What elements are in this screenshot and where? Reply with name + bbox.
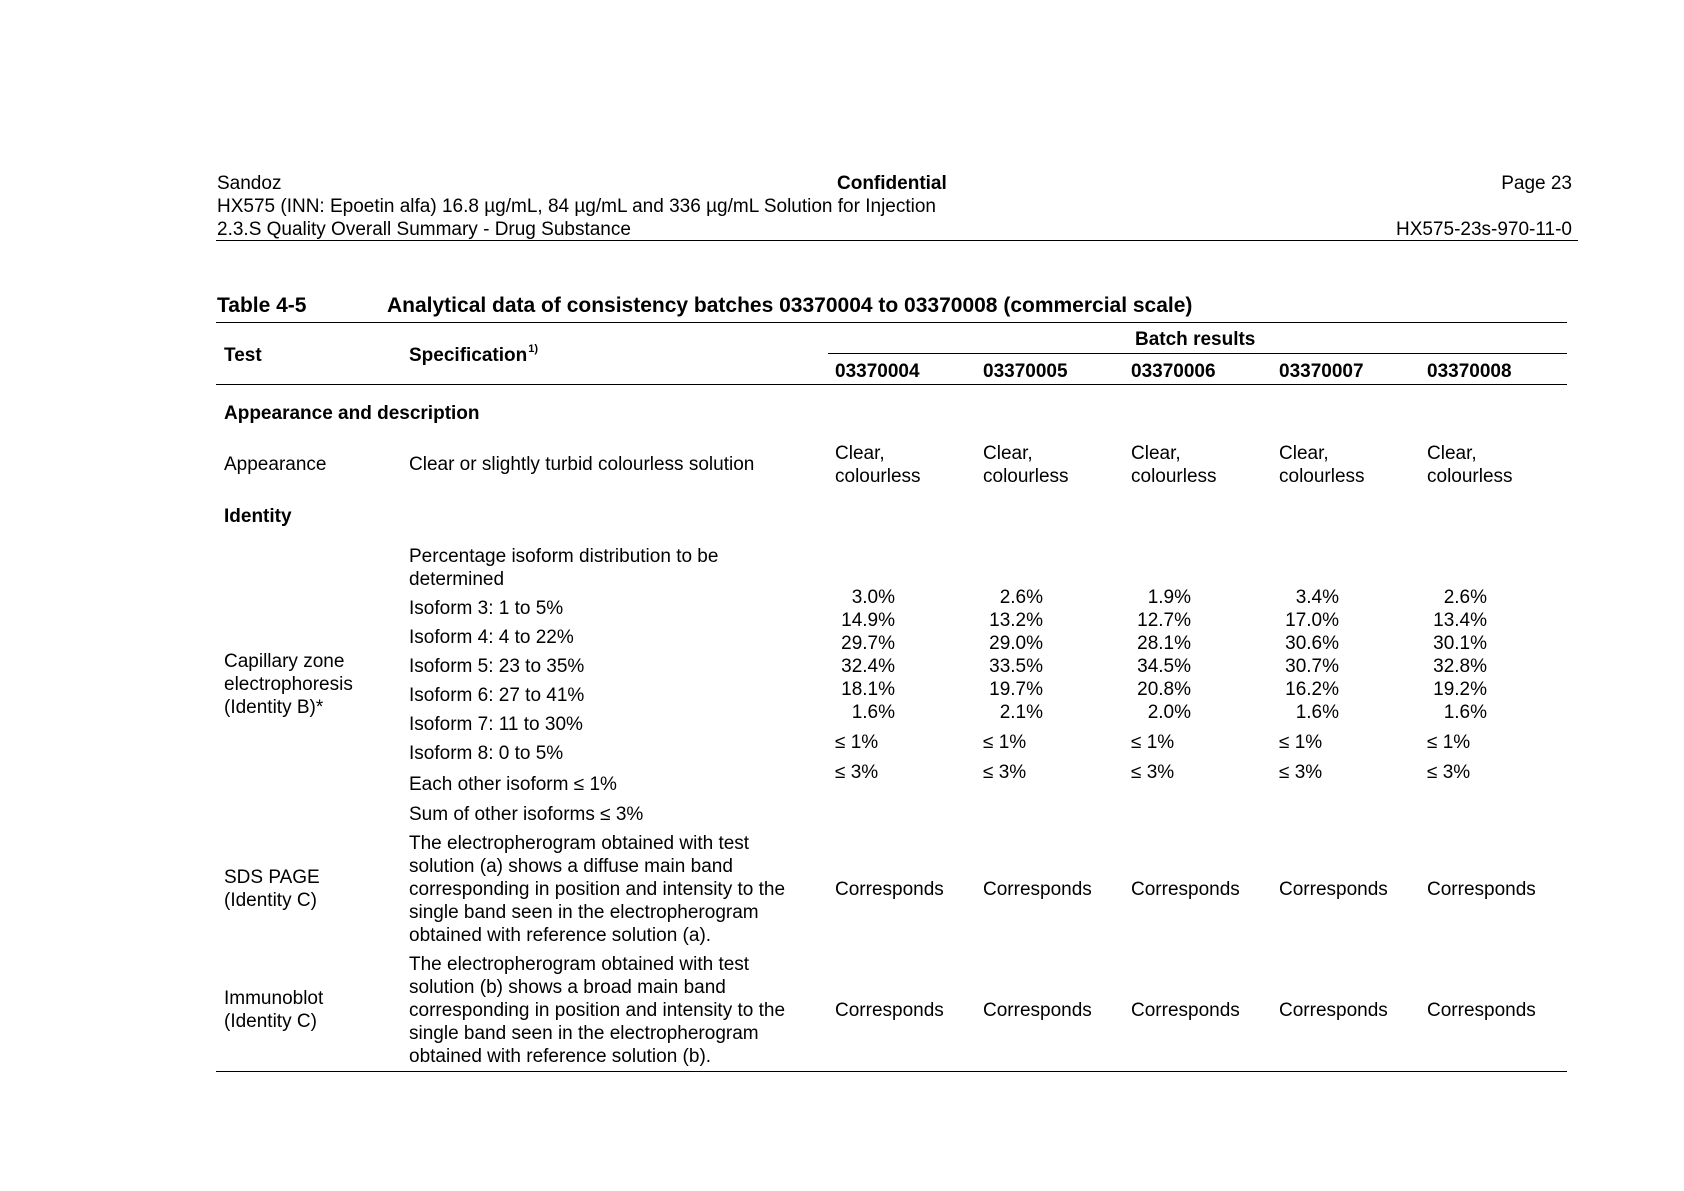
spec-appearance: Clear or slightly turbid colourless solu… bbox=[409, 454, 755, 475]
result-cze-sum-other: ≤ 3% bbox=[1131, 762, 1175, 783]
specification-footnote-marker: 1) bbox=[528, 342, 539, 355]
result-cze-isoform-values: 3.0% 14.9% 29.7% 32.4% 18.1% 1.6% bbox=[841, 587, 895, 723]
result-sds-page: Corresponds bbox=[1131, 879, 1240, 900]
spec-cze-line: Isoform 4: 4 to 22% bbox=[409, 627, 574, 648]
result-cze-sum-other: ≤ 3% bbox=[835, 762, 879, 783]
header-bottom-rule bbox=[216, 384, 1567, 385]
result-cze-isoform-values: 1.9% 12.7% 28.1% 34.5% 20.8% 2.0% bbox=[1137, 587, 1191, 723]
column-header-specification: Specification1) bbox=[409, 342, 539, 366]
result-cze-other-isoform: ≤ 1% bbox=[983, 732, 1027, 753]
result-cze-other-isoform: ≤ 1% bbox=[1131, 732, 1175, 753]
test-capillary-zone-electrophoresis: Capillary zone electrophoresis (Identity… bbox=[224, 651, 353, 718]
result-cze-sum-other: ≤ 3% bbox=[983, 762, 1027, 783]
table-top-rule bbox=[216, 322, 1567, 323]
result-cze-isoform-values: 2.6% 13.4% 30.1% 32.8% 19.2% 1.6% bbox=[1433, 587, 1487, 723]
result-sds-page: Corresponds bbox=[835, 879, 944, 900]
header-doc-id: HX575-23s-970-11-0 bbox=[1395, 219, 1572, 240]
spec-cze-line: Isoform 5: 23 to 35% bbox=[409, 656, 585, 677]
spec-cze-line: determined bbox=[409, 569, 505, 590]
column-header-batch: 03370005 bbox=[983, 361, 1068, 382]
table-title: Analytical data of consistency batches 0… bbox=[387, 294, 1193, 317]
column-header-batch-results: Batch results bbox=[1135, 329, 1256, 350]
header-company: Sandoz bbox=[217, 173, 282, 194]
spec-cze-line: Isoform 3: 1 to 5% bbox=[409, 598, 564, 619]
spec-cze-line: Each other isoform ≤ 1% bbox=[409, 774, 617, 795]
batch-results-rule bbox=[828, 353, 1567, 354]
result-immunoblot: Corresponds bbox=[1131, 1000, 1240, 1021]
result-sds-page: Corresponds bbox=[983, 879, 1092, 900]
result-cze-sum-other: ≤ 3% bbox=[1427, 762, 1471, 783]
test-immunoblot: Immunoblot (Identity C) bbox=[224, 988, 324, 1032]
column-header-batch: 03370008 bbox=[1427, 361, 1512, 382]
test-sds-page: SDS PAGE (Identity C) bbox=[224, 867, 320, 911]
result-immunoblot: Corresponds bbox=[1427, 1000, 1536, 1021]
table-bottom-rule bbox=[216, 1071, 1567, 1072]
spec-cze-line: Isoform 8: 0 to 5% bbox=[409, 743, 564, 764]
spec-cze-line: Sum of other isoforms ≤ 3% bbox=[409, 804, 644, 825]
header-page-number: Page 23 bbox=[1501, 173, 1572, 194]
header-product: HX575 (INN: Epoetin alfa) 16.8 µg/mL, 84… bbox=[217, 196, 936, 217]
spec-sds-page: The electropherogram obtained with test … bbox=[409, 833, 786, 946]
result-cze-other-isoform: ≤ 1% bbox=[835, 732, 879, 753]
result-cze-other-isoform: ≤ 1% bbox=[1427, 732, 1471, 753]
header-rule bbox=[216, 240, 1578, 241]
test-appearance: Appearance bbox=[224, 454, 327, 475]
section-heading-identity: Identity bbox=[224, 506, 292, 527]
column-header-test: Test bbox=[224, 345, 262, 366]
result-appearance: Clear, colourless bbox=[835, 443, 921, 487]
result-cze-sum-other: ≤ 3% bbox=[1279, 762, 1323, 783]
spec-immunoblot: The electropherogram obtained with test … bbox=[409, 954, 786, 1067]
spec-cze-line: Percentage isoform distribution to be bbox=[409, 546, 719, 567]
result-cze-other-isoform: ≤ 1% bbox=[1279, 732, 1323, 753]
column-header-batch: 03370007 bbox=[1279, 361, 1364, 382]
result-appearance: Clear, colourless bbox=[1279, 443, 1365, 487]
header-confidential: Confidential bbox=[837, 173, 947, 194]
result-immunoblot: Corresponds bbox=[983, 1000, 1092, 1021]
result-sds-page: Corresponds bbox=[1279, 879, 1388, 900]
spec-cze-line: Isoform 6: 27 to 41% bbox=[409, 685, 585, 706]
result-appearance: Clear, colourless bbox=[983, 443, 1069, 487]
result-cze-isoform-values: 2.6% 13.2% 29.0% 33.5% 19.7% 2.1% bbox=[989, 587, 1043, 723]
table-label: Table 4-5 bbox=[217, 294, 307, 317]
spec-cze-line: Isoform 7: 11 to 30% bbox=[409, 714, 583, 735]
section-heading-appearance: Appearance and description bbox=[224, 403, 480, 424]
header-section: 2.3.S Quality Overall Summary - Drug Sub… bbox=[217, 219, 631, 240]
result-immunoblot: Corresponds bbox=[1279, 1000, 1388, 1021]
result-appearance: Clear, colourless bbox=[1427, 443, 1513, 487]
result-appearance: Clear, colourless bbox=[1131, 443, 1217, 487]
column-header-batch: 03370006 bbox=[1131, 361, 1216, 382]
result-cze-isoform-values: 3.4% 17.0% 30.6% 30.7% 16.2% 1.6% bbox=[1285, 587, 1339, 723]
result-sds-page: Corresponds bbox=[1427, 879, 1536, 900]
result-immunoblot: Corresponds bbox=[835, 1000, 944, 1021]
column-header-batch: 03370004 bbox=[835, 361, 920, 382]
